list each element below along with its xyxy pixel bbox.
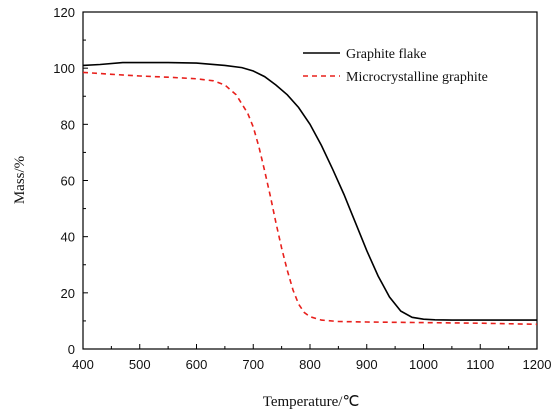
legend: Graphite flake Microcrystalline graphite: [303, 47, 488, 85]
x-axis: 400 500 600 700 800 900 1000 1100 1200: [72, 344, 551, 372]
x-tick-label: 700: [242, 357, 264, 372]
x-tick-label: 1100: [466, 357, 494, 372]
series-line-graphite-flake: [82, 61, 537, 321]
x-tick-label: 1000: [409, 357, 438, 372]
x-axis-title: Temperature/℃: [263, 394, 360, 410]
y-tick-label: 120: [53, 5, 75, 20]
y-tick-label: 20: [61, 286, 75, 301]
y-tick-label: 40: [61, 230, 75, 245]
y-axis: 0 20 40 60 80 100 120: [53, 5, 88, 357]
series-layer: [82, 61, 538, 326]
legend-label-microcrystalline-graphite: Microcrystalline graphite: [346, 70, 488, 85]
x-tick-label: 1200: [523, 357, 552, 372]
y-axis-title: Mass/%: [12, 156, 28, 204]
x-tick-label: 800: [299, 357, 321, 372]
plot-area: [82, 11, 538, 350]
y-tick-label: 80: [61, 117, 75, 132]
x-tick-label: 500: [129, 357, 151, 372]
y-tick-label: 0: [68, 342, 75, 357]
legend-label-graphite-flake: Graphite flake: [346, 47, 426, 62]
x-tick-label: 900: [356, 357, 378, 372]
x-tick-label: 400: [72, 357, 94, 372]
series-line-microcrystalline-graphite: [82, 71, 538, 326]
y-tick-label: 100: [53, 61, 75, 76]
y-tick-label: 60: [61, 174, 75, 189]
x-tick-label: 600: [186, 357, 208, 372]
